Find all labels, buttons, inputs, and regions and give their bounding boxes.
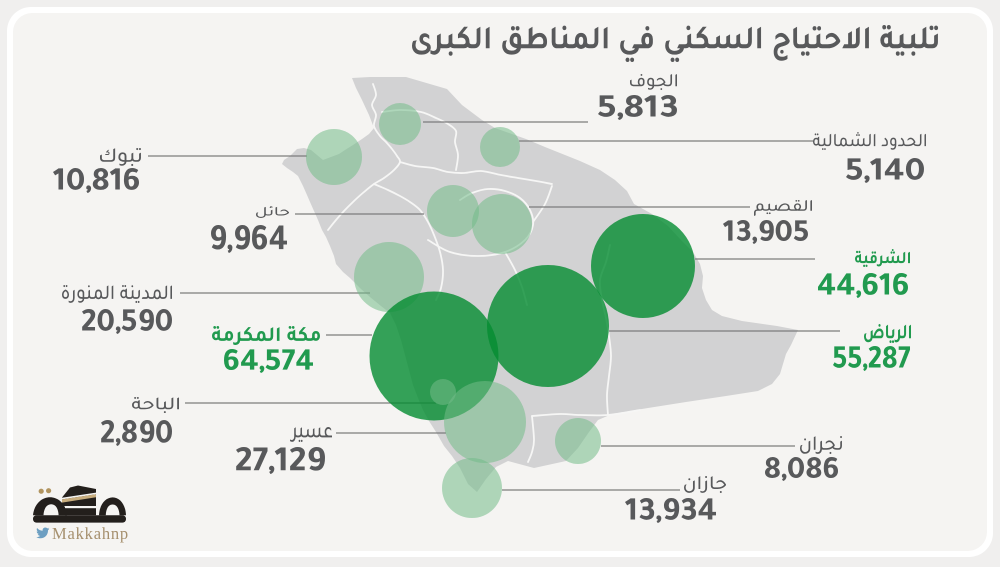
- svg-text:Makkahnp: Makkahnp: [52, 524, 129, 543]
